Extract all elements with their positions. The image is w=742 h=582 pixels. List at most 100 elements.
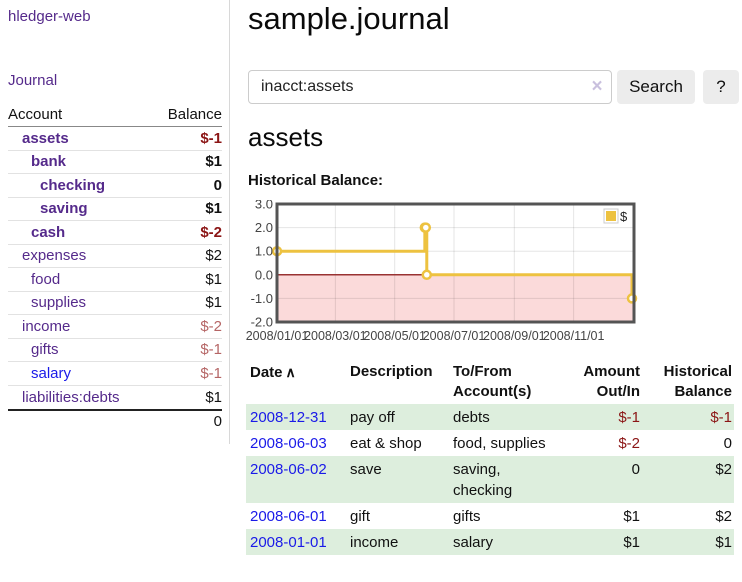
register-date-cell: 2008-06-01 bbox=[246, 503, 346, 529]
register-date-cell: 2008-01-01 bbox=[246, 529, 346, 555]
chart-xtick-label: 2008/11/01 bbox=[543, 329, 605, 343]
description-column-header: Description bbox=[350, 363, 433, 380]
account-balance: $-2 bbox=[200, 223, 222, 241]
date-link[interactable]: 2008-06-02 bbox=[250, 461, 327, 478]
sidebar-item-journal[interactable]: Journal bbox=[8, 72, 58, 89]
account-row-liabilities-debts: liabilities:debts $1 bbox=[8, 386, 222, 410]
register-amount-cell: $1 bbox=[623, 534, 640, 551]
account-balance: $-2 bbox=[200, 317, 222, 335]
chart-ytick-label: 1.0 bbox=[255, 244, 273, 259]
chart-xtick-label: 2008/01/01 bbox=[246, 329, 309, 343]
date-link[interactable]: 2008-12-31 bbox=[250, 409, 327, 426]
register-accounts-cell: saving, checking bbox=[453, 461, 513, 499]
account-balance: $1 bbox=[205, 153, 222, 171]
account-row-gifts: gifts $-1 bbox=[8, 339, 222, 362]
chart-title: Historical Balance: bbox=[248, 172, 384, 189]
register-amount-cell: 0 bbox=[631, 461, 640, 478]
account-link-gifts[interactable]: gifts bbox=[31, 341, 59, 359]
search-button[interactable]: Search bbox=[617, 70, 695, 104]
chart-ytick-label: 2.0 bbox=[255, 220, 273, 235]
chart-xtick-label: 2008/03/01 bbox=[304, 329, 367, 343]
register-row-2008-06-03: 2008-06-03 eat & shop food, supplies $-2 0 bbox=[246, 430, 734, 456]
account-row-expenses: expenses $2 bbox=[8, 245, 222, 268]
date-link[interactable]: 2008-06-01 bbox=[250, 508, 327, 525]
account-balance: $1 bbox=[205, 200, 222, 218]
chart-legend-label: $ bbox=[620, 209, 628, 224]
balance-column-header-register: Historical Balance bbox=[663, 363, 732, 400]
register-date-cell: 2008-06-03 bbox=[246, 430, 346, 456]
search-bar: × Search ? bbox=[248, 70, 742, 104]
account-heading: assets bbox=[248, 122, 324, 152]
register-amount-cell: $1 bbox=[623, 508, 640, 525]
register-balance-cell: $-1 bbox=[710, 409, 732, 426]
register-balance-cell: $2 bbox=[715, 461, 732, 478]
account-row-bank: bank $1 bbox=[8, 151, 222, 174]
chart-xtick-label: 2008/05/01 bbox=[363, 329, 426, 343]
account-balance: $1 bbox=[205, 388, 222, 406]
account-balance: $2 bbox=[205, 247, 222, 265]
register-amount-cell: $-1 bbox=[618, 409, 640, 426]
account-link-checking[interactable]: checking bbox=[40, 176, 106, 194]
chart-negative-region bbox=[277, 274, 634, 322]
account-balance: $-1 bbox=[200, 341, 222, 359]
register-description-cell: save bbox=[350, 461, 382, 478]
account-link-expenses[interactable]: expenses bbox=[22, 247, 87, 265]
chart-ytick-label: -1.0 bbox=[251, 291, 273, 306]
search-input[interactable] bbox=[248, 70, 612, 104]
register-date-cell: 2008-12-31 bbox=[246, 404, 346, 430]
tofrom-column-header: To/From Account(s) bbox=[453, 363, 532, 400]
account-balance: $1 bbox=[205, 294, 222, 312]
account-link-liabilities-debts[interactable]: liabilities:debts bbox=[22, 388, 120, 406]
account-row-salary: salary $-1 bbox=[8, 362, 222, 386]
chart-data-point bbox=[420, 222, 432, 233]
account-row-assets: assets $-1 bbox=[8, 127, 222, 151]
chart-data-point bbox=[421, 269, 433, 281]
date-link[interactable]: 2008-06-03 bbox=[250, 435, 327, 452]
account-link-assets[interactable]: assets bbox=[22, 129, 69, 147]
register-balance-cell: $1 bbox=[715, 534, 732, 551]
chart-legend-swatch bbox=[606, 211, 616, 221]
account-row-supplies: supplies $1 bbox=[8, 292, 222, 315]
accounts-total-value: 0 bbox=[213, 413, 222, 430]
account-row-income: income $-2 bbox=[8, 315, 222, 339]
chart-xtick-label: 2008/07/01 bbox=[423, 329, 486, 343]
register-description-cell: gift bbox=[350, 508, 371, 525]
register-row-2008-12-31: 2008-12-31 pay off debts $-1 $-1 bbox=[246, 404, 734, 430]
register-row-2008-06-02: 2008-06-02 save saving, checking 0 $2 bbox=[246, 456, 734, 503]
chart-border bbox=[275, 202, 636, 324]
account-row-cash: cash $-2 bbox=[8, 221, 222, 245]
register-row-2008-01-01: 2008-01-01 income salary $1 $1 bbox=[246, 529, 734, 555]
account-row-checking: checking 0 bbox=[8, 174, 222, 198]
help-button[interactable]: ? bbox=[703, 70, 739, 104]
account-column-header: Account bbox=[8, 106, 63, 123]
app-title-link[interactable]: hledger-web bbox=[8, 8, 91, 25]
register-row-2008-06-01: 2008-06-01 gift gifts $1 $2 bbox=[246, 503, 734, 529]
account-link-bank[interactable]: bank bbox=[31, 153, 67, 171]
clear-search-icon[interactable]: × bbox=[591, 76, 603, 97]
chart-ytick-label: 3.0 bbox=[255, 200, 273, 212]
account-link-income[interactable]: income bbox=[22, 317, 71, 335]
register-accounts-cell: gifts bbox=[453, 508, 481, 525]
date-link[interactable]: 2008-01-01 bbox=[250, 534, 327, 551]
chart-ytick-label: 0.0 bbox=[255, 267, 273, 282]
date-column-header[interactable]: Date ∧ bbox=[250, 364, 296, 381]
account-link-salary[interactable]: salary bbox=[31, 364, 72, 382]
account-link-cash[interactable]: cash bbox=[31, 223, 66, 241]
register-description-cell: income bbox=[350, 534, 399, 551]
register-description-cell: eat & shop bbox=[350, 435, 422, 452]
chart-xtick-label: 2008/09/01 bbox=[483, 329, 546, 343]
account-balance: 0 bbox=[213, 176, 222, 194]
register-date-cell: 2008-06-02 bbox=[246, 456, 346, 503]
account-link-supplies[interactable]: supplies bbox=[31, 294, 87, 312]
chart-ytick-label: -2.0 bbox=[251, 315, 273, 330]
historical-balance-chart: $3.0 2.0 1.0 0.0 -1.0 -2.02008/01/012008/03/0… bbox=[246, 200, 638, 343]
register-accounts-cell: food, supplies bbox=[453, 435, 546, 452]
account-link-food[interactable]: food bbox=[31, 270, 61, 288]
register-accounts-cell: debts bbox=[453, 409, 490, 426]
register-balance-cell: 0 bbox=[723, 435, 732, 452]
accounts-table: Account Balance assets $-1 bank $1 checking 0… bbox=[8, 103, 222, 432]
page-title: sample.journal bbox=[248, 1, 450, 36]
accounts-list: assets $-1 bank $1 checking 0 saving $1 cash $-2 e… bbox=[8, 127, 222, 409]
account-link-saving[interactable]: saving bbox=[40, 200, 88, 218]
account-balance: $-1 bbox=[200, 129, 222, 147]
